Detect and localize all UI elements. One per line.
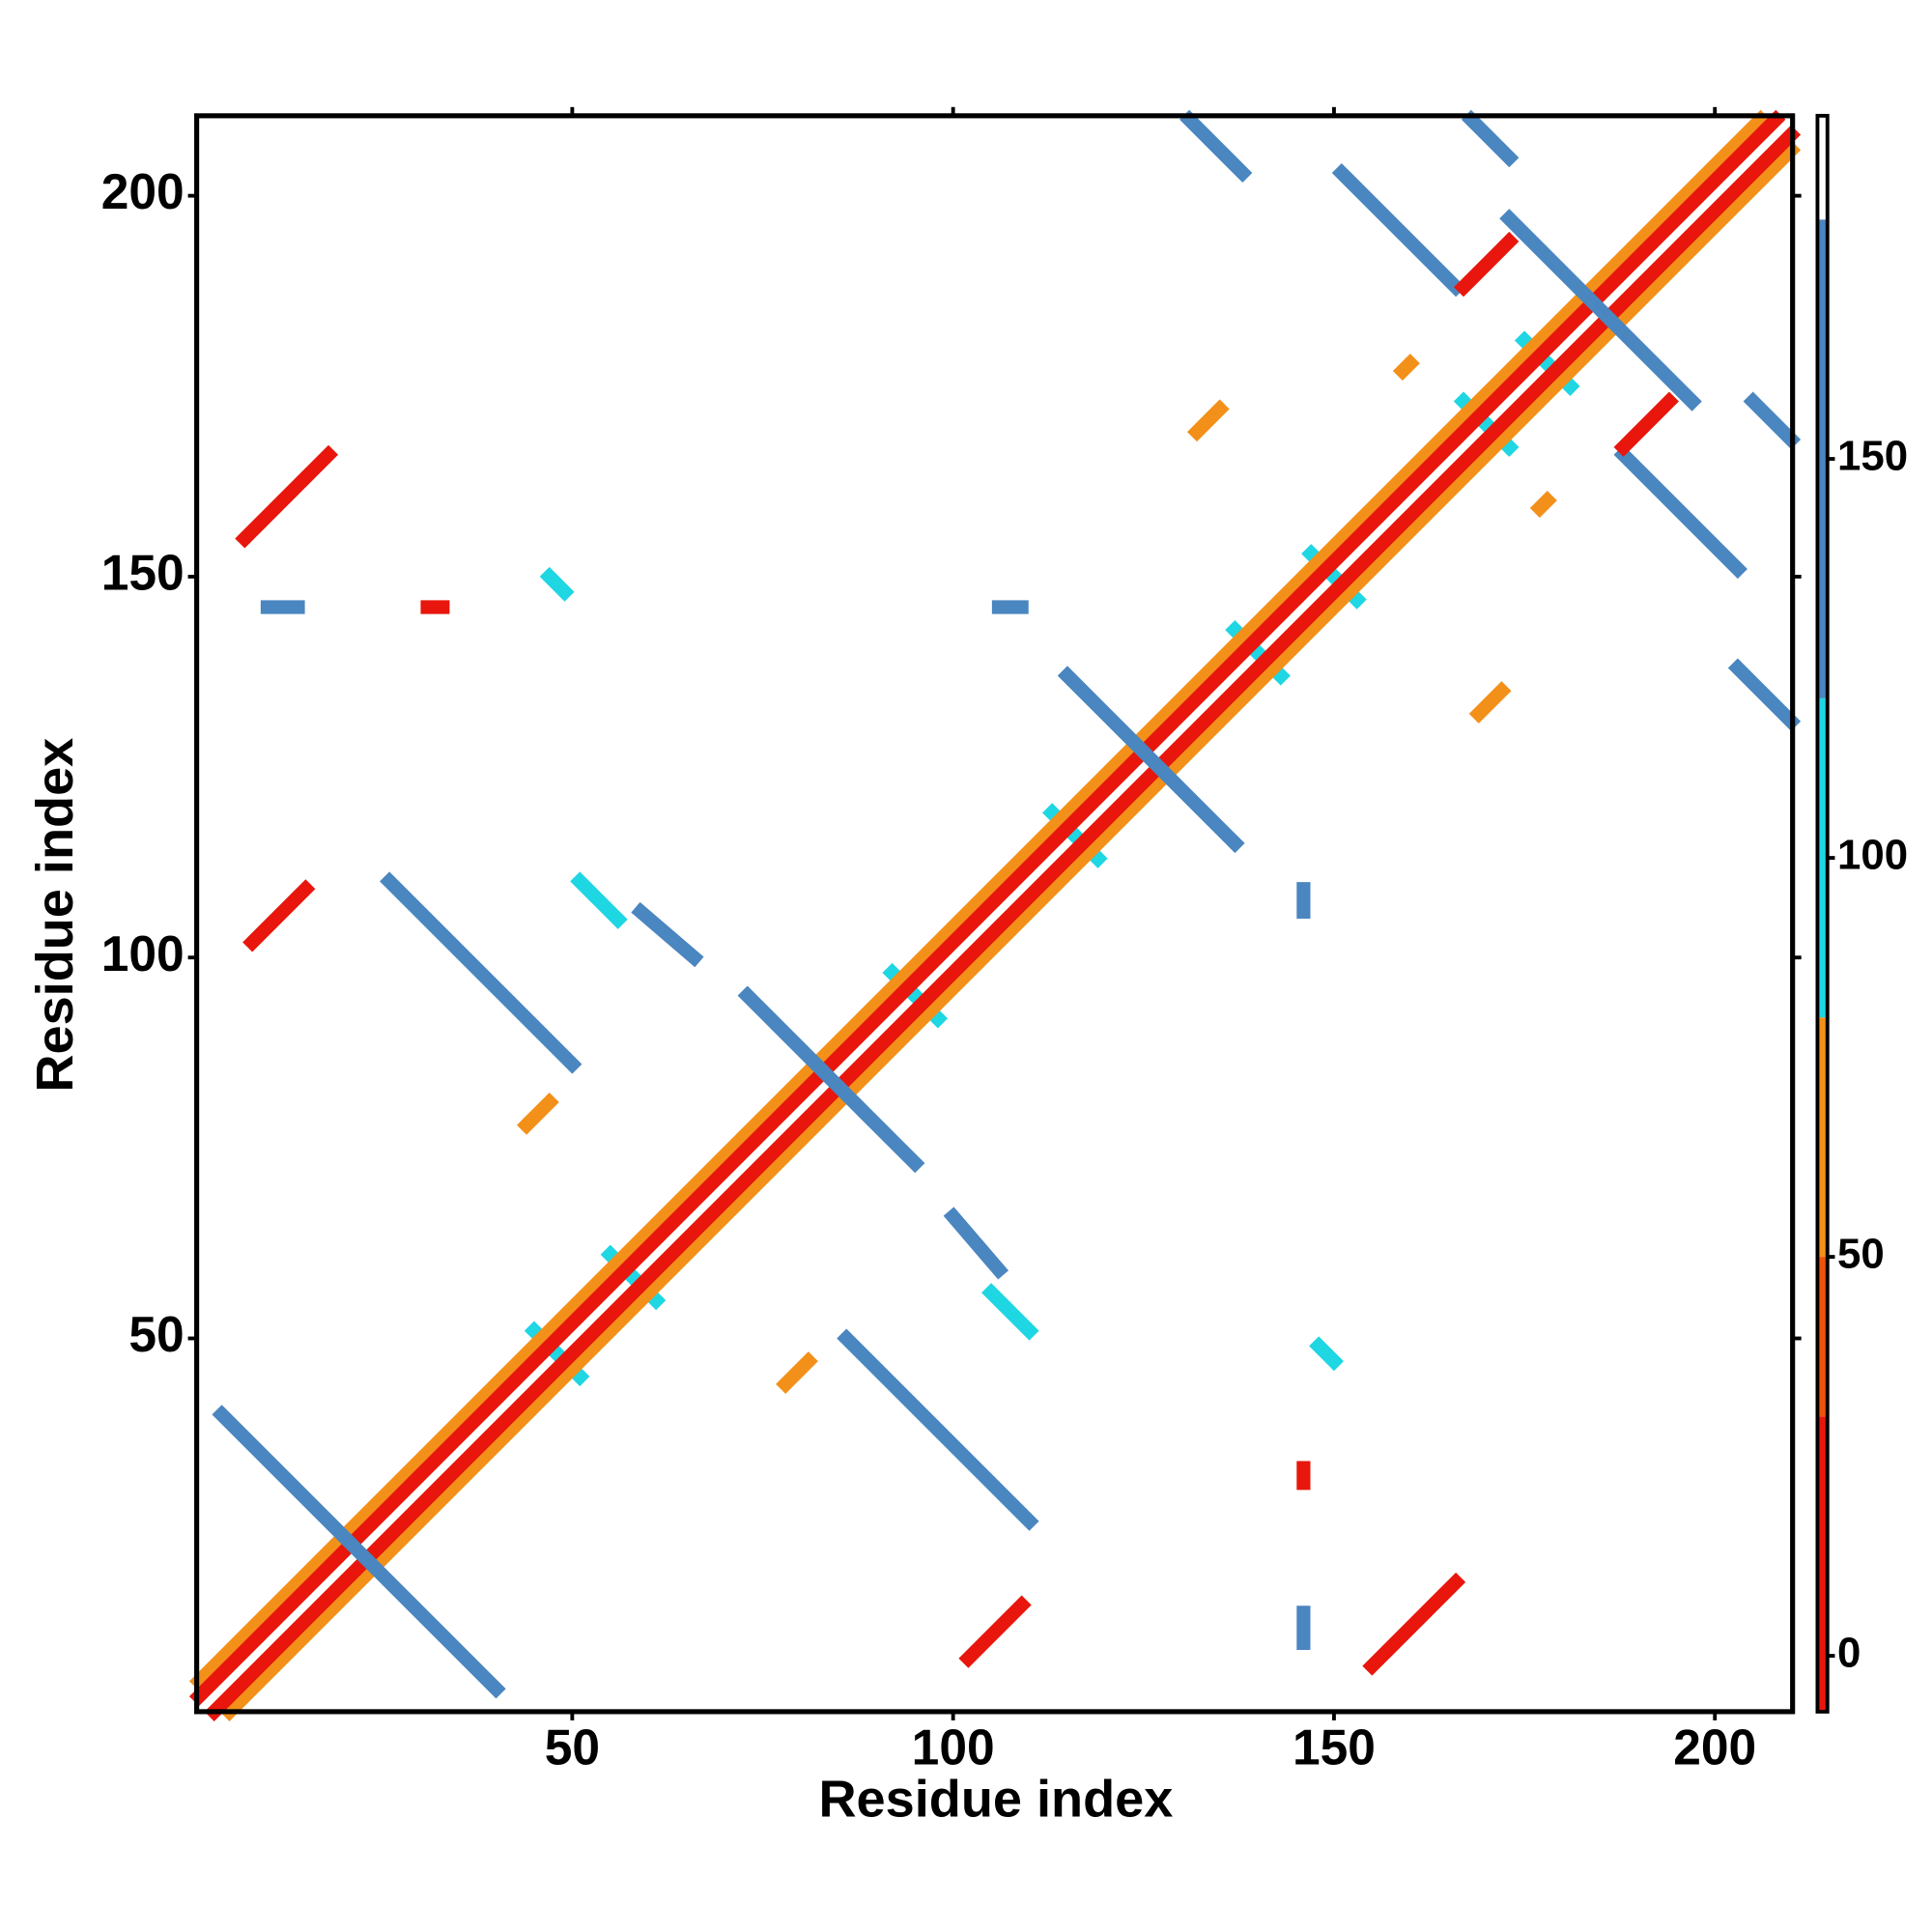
colorbar-tick-label: 150 — [1837, 433, 1908, 480]
y-tick-label: 50 — [128, 1306, 184, 1362]
colorbar-band — [1817, 1416, 1828, 1712]
colorbar-tick-label: 100 — [1837, 832, 1908, 879]
y-tick-label: 100 — [101, 925, 185, 981]
contact-feature — [380, 871, 582, 1074]
x-tick-label: 200 — [1673, 1719, 1756, 1776]
contact-feature — [539, 566, 575, 602]
plot-frame — [194, 113, 1796, 1715]
contact-feature — [570, 871, 628, 929]
contact-feature — [1461, 109, 1520, 168]
contact-feature-mirror — [1743, 391, 1802, 450]
y-tick-label: 200 — [101, 163, 185, 219]
contact-feature — [1453, 231, 1520, 298]
contact-feature-mirror — [943, 1207, 1009, 1280]
colorbar-tick-label: 50 — [1837, 1231, 1885, 1278]
contact-feature — [1179, 109, 1253, 184]
x-tick-label: 50 — [545, 1719, 600, 1776]
contact-feature-mirror — [776, 1351, 818, 1394]
y-tick-label: 150 — [101, 545, 185, 601]
contact-feature-mirror — [1529, 491, 1557, 518]
contact-feature-mirror — [1468, 681, 1512, 724]
contact-feature-mirror — [737, 985, 925, 1174]
contact-feature-mirror — [219, 140, 1802, 1721]
colorbar-band — [1817, 1257, 1828, 1417]
x-tick-label: 100 — [912, 1719, 995, 1776]
colorbar-band — [1817, 697, 1828, 1018]
colorbar-band — [1817, 1017, 1828, 1258]
contact-feature-mirror — [1362, 1572, 1466, 1676]
contact-feature — [1331, 162, 1466, 298]
contact-feature-mirror — [212, 1405, 506, 1699]
contact-feature-mirror — [1309, 1336, 1344, 1372]
contact-feature — [631, 901, 704, 968]
colorbar-frame — [1815, 113, 1830, 1714]
contact-feature — [188, 109, 1786, 1707]
contact-feature — [242, 879, 316, 952]
contact-feature — [517, 1093, 559, 1135]
contact-feature-mirror — [204, 125, 1802, 1721]
contact-feature — [1186, 399, 1230, 442]
contact-feature-mirror — [1057, 666, 1245, 853]
colorbar-band — [1817, 219, 1828, 698]
colorbar-tick-label: 0 — [1837, 1630, 1861, 1677]
contact-feature — [235, 444, 339, 549]
contact-feature-mirror — [981, 1283, 1039, 1341]
contact-feature — [1392, 354, 1420, 382]
heatmap-cells — [188, 109, 1802, 1721]
contact-feature-mirror — [1499, 209, 1702, 412]
contact-feature-mirror — [958, 1595, 1032, 1668]
y-axis-label: Residue index — [26, 738, 84, 1093]
contact-feature-mirror — [1613, 444, 1747, 580]
contact-feature-mirror — [837, 1328, 1039, 1531]
x-axis-label: Residue index — [818, 1770, 1173, 1828]
x-tick-label: 150 — [1293, 1719, 1376, 1776]
colorbar-band — [1817, 115, 1828, 220]
contact-feature-mirror — [1613, 391, 1679, 457]
contact-feature-mirror — [1727, 658, 1802, 731]
contact-feature — [188, 109, 1771, 1691]
